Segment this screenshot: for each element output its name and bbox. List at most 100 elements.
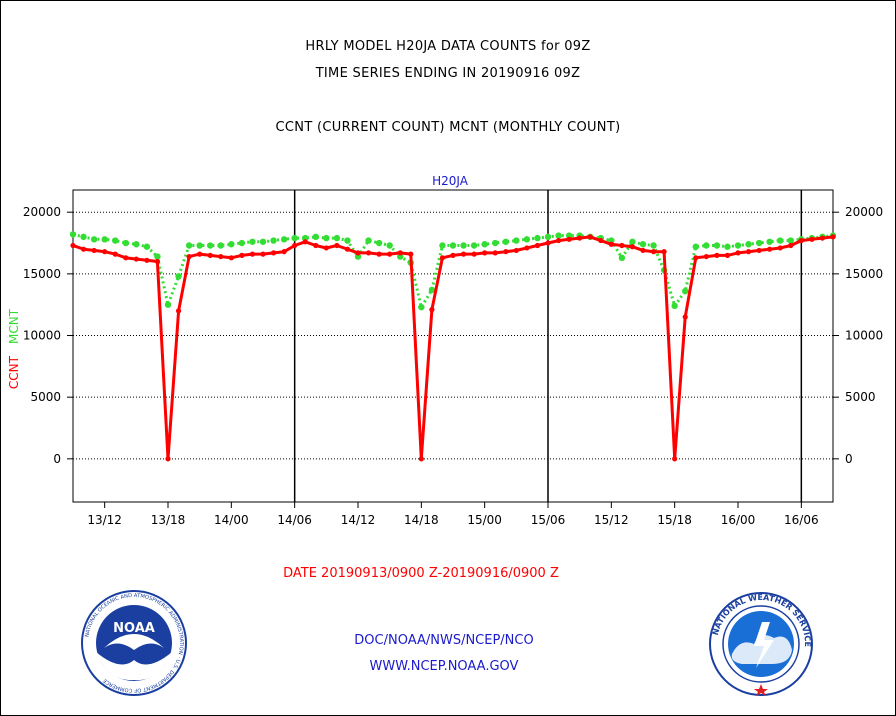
- data-point-mcnt: [787, 237, 794, 244]
- data-point-mcnt: [259, 238, 267, 245]
- data-point-mcnt: [143, 243, 151, 250]
- data-point-mcnt: [238, 239, 246, 247]
- data-point-ccnt: [344, 246, 351, 252]
- data-point-mcnt: [280, 236, 288, 243]
- data-point-ccnt: [91, 247, 97, 254]
- data-point-ccnt: [819, 235, 826, 241]
- data-point-mcnt: [513, 237, 520, 244]
- data-point-ccnt: [302, 239, 308, 245]
- axis-layer: 0 0 5000 5000 10000 10000 15000 15000 20000 20000…: [23, 189, 883, 527]
- data-point-ccnt: [186, 253, 192, 260]
- y-tick-label-right: 5000: [845, 390, 876, 404]
- y-tick-label-left: 10000: [23, 329, 61, 343]
- y-tick-label-right: 20000: [845, 205, 883, 219]
- data-point-ccnt: [534, 242, 541, 249]
- data-point-ccnt: [640, 247, 646, 254]
- x-tick-label: 16/00: [721, 513, 756, 527]
- data-point-mcnt: [544, 233, 552, 241]
- y-axis-label-ccnt: CCNT: [7, 355, 21, 389]
- data-point-mcnt: [375, 239, 383, 247]
- data-point-ccnt: [608, 241, 614, 247]
- data-point-ccnt: [281, 249, 287, 255]
- data-point-ccnt: [365, 250, 372, 256]
- data-point-ccnt: [408, 251, 414, 257]
- data-point-mcnt: [492, 239, 499, 247]
- data-point-mcnt: [650, 242, 657, 249]
- data-point-ccnt: [629, 244, 636, 250]
- data-point-mcnt: [460, 242, 467, 249]
- y-tick-label-left: 5000: [30, 390, 61, 404]
- data-point-ccnt: [70, 242, 76, 249]
- data-point-mcnt: [302, 234, 309, 242]
- data-point-ccnt: [418, 456, 424, 462]
- data-point-mcnt: [69, 231, 77, 238]
- data-point-ccnt: [197, 251, 203, 257]
- data-point-mcnt: [777, 237, 784, 244]
- data-point-mcnt: [629, 238, 636, 245]
- data-point-mcnt: [449, 242, 457, 249]
- data-point-ccnt: [566, 236, 572, 242]
- data-point-ccnt: [598, 237, 604, 244]
- website-url-label: WWW.NCEP.NOAA.GOV: [369, 659, 519, 674]
- data-point-mcnt: [185, 242, 193, 249]
- data-point-mcnt: [207, 242, 214, 249]
- data-point-mcnt: [639, 241, 647, 248]
- y-tick-label-right: 10000: [845, 329, 883, 343]
- data-point-mcnt: [333, 234, 341, 242]
- x-tick-label: 14/18: [404, 513, 439, 527]
- data-point-ccnt: [482, 250, 488, 256]
- data-point-mcnt: [766, 238, 773, 245]
- data-point-ccnt: [745, 249, 752, 255]
- data-point-ccnt: [693, 255, 699, 261]
- data-point-mcnt: [365, 237, 372, 244]
- x-tick-label: 15/12: [594, 513, 629, 527]
- data-point-ccnt: [228, 255, 234, 261]
- chart-title-line2: TIME SERIES ENDING IN 20190916 09Z: [315, 66, 581, 81]
- x-tick-label: 15/18: [657, 513, 692, 527]
- data-point-ccnt: [292, 242, 298, 249]
- data-point-mcnt: [122, 239, 129, 247]
- data-point-ccnt: [397, 250, 403, 256]
- data-point-ccnt: [777, 245, 783, 251]
- data-point-ccnt: [260, 251, 266, 257]
- data-point-mcnt: [164, 301, 172, 308]
- data-point-mcnt: [312, 233, 319, 241]
- data-point-mcnt: [80, 233, 87, 241]
- data-point-mcnt: [228, 241, 235, 248]
- y-tick-label-left: 15000: [23, 267, 61, 281]
- data-point-ccnt: [471, 251, 477, 257]
- data-point-mcnt: [196, 242, 203, 249]
- data-point-mcnt: [323, 234, 330, 242]
- x-tick-label: 15/06: [531, 513, 566, 527]
- data-point-mcnt: [755, 239, 763, 247]
- data-point-mcnt: [555, 232, 562, 239]
- data-point-ccnt: [513, 247, 519, 254]
- data-point-mcnt: [565, 232, 573, 239]
- data-point-mcnt: [175, 273, 182, 280]
- date-range-label: DATE 20190913/0900 Z-20190916/0900 Z: [283, 566, 559, 581]
- y-tick-label-left: 20000: [23, 205, 61, 219]
- data-point-ccnt: [133, 256, 139, 262]
- data-point-mcnt: [713, 242, 721, 249]
- plot-border: [72, 189, 834, 503]
- data-point-ccnt: [545, 240, 551, 246]
- data-point-ccnt: [682, 314, 688, 320]
- data-point-mcnt: [133, 241, 140, 248]
- data-point-ccnt: [503, 249, 509, 255]
- data-point-mcnt: [154, 253, 161, 260]
- data-point-mcnt: [671, 302, 678, 310]
- data-point-mcnt: [428, 286, 436, 294]
- data-point-ccnt: [830, 234, 836, 240]
- data-point-mcnt: [734, 242, 742, 249]
- data-point-ccnt: [661, 249, 667, 255]
- data-point-mcnt: [397, 253, 404, 260]
- data-point-ccnt: [175, 308, 182, 314]
- data-point-mcnt: [112, 237, 119, 244]
- data-point-mcnt: [439, 242, 446, 249]
- data-point-ccnt: [207, 252, 213, 258]
- data-point-mcnt: [502, 238, 509, 245]
- data-point-mcnt: [90, 236, 98, 243]
- data-point-mcnt: [682, 287, 689, 295]
- data-point-ccnt: [80, 246, 87, 252]
